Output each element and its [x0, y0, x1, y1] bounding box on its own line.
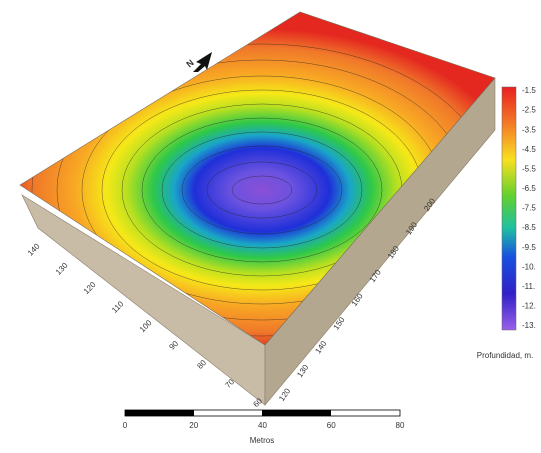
left-axis-label: 140 — [26, 241, 42, 257]
colorbar-label: -7.5 — [522, 204, 536, 213]
scale-labels: 0 20 40 60 80 — [123, 421, 405, 430]
left-axis-label: 90 — [167, 339, 180, 352]
colorbar-title: Profundidad, m. — [477, 351, 533, 360]
colorbar-label: -1.5 — [522, 86, 536, 95]
colorbar-label: -5.5 — [522, 164, 536, 173]
colorbar-label: -13. — [522, 321, 536, 330]
colorbar — [502, 87, 516, 330]
scale-label: 20 — [189, 421, 198, 430]
colorbar-label: -8.5 — [522, 223, 536, 232]
left-axis-label: 130 — [54, 261, 70, 277]
scale-label: 60 — [327, 421, 336, 430]
colorbar-label: -10. — [522, 262, 536, 271]
colorbar-label: -12. — [522, 302, 536, 311]
colorbar-label: -6.5 — [522, 184, 536, 193]
scale-label: 80 — [396, 421, 405, 430]
colorbar-label: -11. — [522, 282, 535, 291]
colorbar-label: -4.5 — [522, 145, 536, 154]
right-axis-label: 120 — [277, 386, 292, 403]
left-axis-label: 120 — [82, 280, 98, 296]
colorbar-label: -3.5 — [522, 125, 536, 134]
colorbar-label: -2.5 — [522, 106, 536, 115]
map: 14013012011010090807060 1201301401501601… — [0, 0, 541, 448]
scale-bar — [125, 410, 400, 416]
colorbar-labels: -1.5 -2.5 -3.5 -4.5 -5.5 -6.5 -7.5 -8.5 -9.5 -10.… — [522, 86, 536, 330]
colorbar-label: -9.5 — [522, 243, 536, 252]
scale-unit: Metros — [250, 436, 274, 445]
scale-label: 40 — [258, 421, 267, 430]
left-axis-label: 110 — [110, 299, 126, 315]
left-axis-label: 100 — [138, 318, 154, 334]
north-label: N — [184, 58, 195, 70]
scale-label: 0 — [123, 421, 128, 430]
